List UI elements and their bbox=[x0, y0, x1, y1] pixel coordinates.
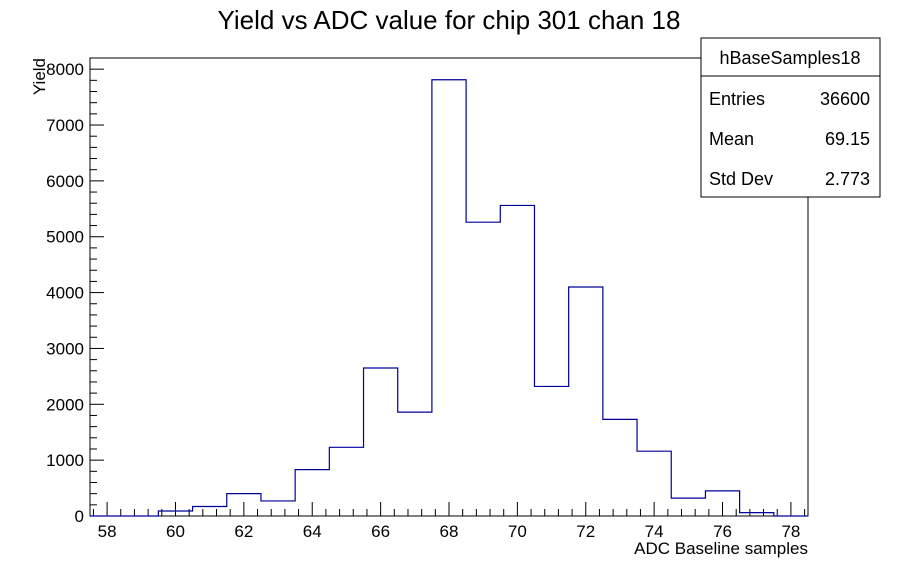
stats-box-name: hBaseSamples18 bbox=[719, 48, 860, 68]
y-tick-label: 7000 bbox=[46, 116, 84, 135]
plot-frame bbox=[89, 57, 809, 517]
x-tick-label: 62 bbox=[234, 522, 253, 541]
stats-entries-label: Entries bbox=[709, 89, 765, 109]
y-tick-label: 8000 bbox=[46, 60, 84, 79]
x-tick-label: 76 bbox=[713, 522, 732, 541]
y-tick-label: 4000 bbox=[46, 284, 84, 303]
x-tick-label: 64 bbox=[303, 522, 322, 541]
y-axis-label: Yield bbox=[30, 58, 49, 95]
y-tick-label: 1000 bbox=[46, 451, 84, 470]
stats-entries-value: 36600 bbox=[820, 89, 870, 109]
y-tick-label: 2000 bbox=[46, 395, 84, 414]
stats-mean-value: 69.15 bbox=[825, 129, 870, 149]
y-tick-label: 6000 bbox=[46, 172, 84, 191]
x-tick-label: 66 bbox=[371, 522, 390, 541]
stats-box: hBaseSamples18 Entries 36600 Mean 69.15 … bbox=[700, 37, 881, 198]
stats-box-frame bbox=[700, 37, 881, 198]
x-axis-label: ADC Baseline samples bbox=[634, 539, 808, 558]
x-tick-label: 72 bbox=[576, 522, 595, 541]
y-tick-label: 0 bbox=[75, 507, 84, 526]
x-tick-label: 68 bbox=[440, 522, 459, 541]
stats-stddev-value: 2.773 bbox=[825, 169, 870, 189]
stats-stddev-label: Std Dev bbox=[709, 169, 773, 189]
x-tick-label: 58 bbox=[98, 522, 117, 541]
y-axis-ticks: 0 1000 2000 3000 4000 5000 6000 7000 8000 bbox=[46, 57, 104, 526]
x-axis-ticks: 58 60 62 64 66 68 70 72 74 76 78 bbox=[92, 502, 806, 541]
y-tick-label: 5000 bbox=[46, 228, 84, 247]
x-tick-label: 70 bbox=[508, 522, 527, 541]
x-tick-label: 78 bbox=[781, 522, 800, 541]
histogram-series-line bbox=[90, 79, 808, 517]
y-tick-label: 3000 bbox=[46, 339, 84, 358]
x-tick-label: 60 bbox=[166, 522, 185, 541]
x-tick-label: 74 bbox=[645, 522, 664, 541]
chart-title: Yield vs ADC value for chip 301 chan 18 bbox=[218, 5, 681, 35]
stats-mean-label: Mean bbox=[709, 129, 754, 149]
